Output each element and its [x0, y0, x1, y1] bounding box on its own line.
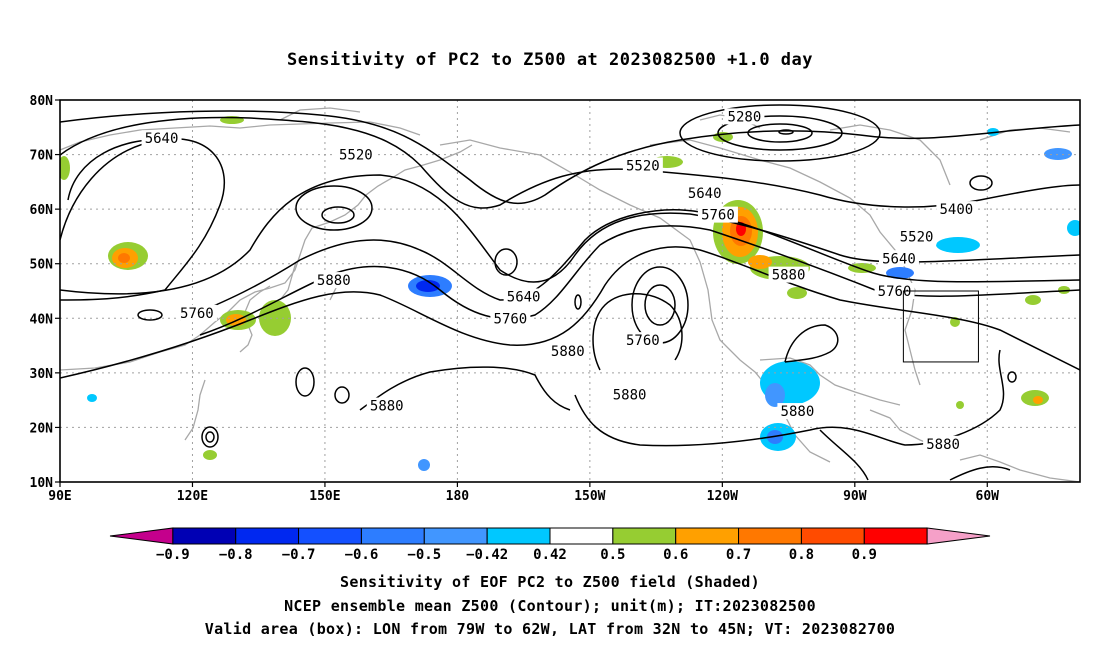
contour-label: 5640 — [507, 289, 541, 305]
contour-label-bg — [547, 343, 588, 360]
colorbar-label: 0.9 — [852, 547, 877, 563]
colorbar-label: 0.7 — [726, 547, 751, 563]
contour-label: 5520 — [339, 148, 373, 164]
contour-label: 5880 — [613, 388, 647, 404]
colorbar-swatch — [109, 527, 174, 545]
lat-label: 10N — [30, 476, 54, 491]
contour-label: 5760 — [626, 333, 660, 349]
colorbar-label: −0.6 — [345, 547, 379, 563]
caption-shaded: Sensitivity of EOF PC2 to Z500 field (Sh… — [340, 573, 760, 591]
contour-label: 5520 — [626, 158, 660, 174]
colorbar: −0.9 −0.8 −0.7 −0.6 −0.5 −0.42 0.42 0.5 0.6 0.7 0.… — [109, 527, 991, 563]
contour-label-bg — [874, 283, 915, 299]
lon-label: 120E — [177, 489, 208, 504]
lat-label: 20N — [30, 421, 54, 436]
plot-frame — [59, 99, 1081, 483]
contour-label: 5880 — [551, 344, 585, 360]
contour-labels: 5280 5640 5520 5520 5640 5760 5400 5520 5640 5880… — [141, 108, 977, 453]
map-title: Sensitivity of PC2 to Z500 at 2023082500… — [286, 50, 813, 70]
contour-label: 5640 — [688, 186, 722, 202]
lon-label: 150E — [309, 489, 340, 504]
contour-label-bg — [141, 130, 182, 147]
lat-label: 80N — [30, 94, 54, 109]
colorbar-swatch — [423, 527, 488, 545]
contour-label: 5760 — [494, 311, 528, 327]
lon-label: 60W — [976, 489, 1000, 504]
lat-label: 40N — [30, 312, 54, 327]
contour-label-bg — [684, 184, 725, 201]
caption-valid-area: Valid area (box): LON from 79W to 62W, L… — [204, 620, 896, 638]
colorbar-swatch — [863, 527, 928, 545]
colorbar-label: −0.7 — [282, 547, 316, 563]
lon-label: 120W — [707, 489, 738, 504]
contour-label-bg — [768, 266, 809, 283]
contour-label-bg — [697, 206, 738, 223]
contour-label-bg — [490, 310, 531, 327]
colorbar-swatch — [172, 527, 237, 545]
contour-label: 5520 — [900, 229, 934, 245]
colorbar-swatch — [486, 527, 551, 545]
contour-label-bg — [335, 146, 376, 163]
coastlines — [60, 107, 1080, 482]
contour-label: 5760 — [878, 284, 912, 300]
contour-label: 5880 — [781, 404, 815, 420]
contour-label-bg — [896, 228, 937, 245]
caption-contour: NCEP ensemble mean Z500 (Contour); unit(… — [284, 597, 816, 615]
colorbar-swatch — [549, 527, 614, 545]
contour-label-bg — [366, 397, 407, 414]
contour-label: 5880 — [926, 437, 960, 453]
colorbar-label: −0.5 — [407, 547, 441, 563]
valid-area-box — [902, 290, 979, 363]
contour-label-bg — [176, 304, 217, 321]
colorbar-label: 0.8 — [789, 547, 814, 563]
lon-label: 90E — [48, 489, 71, 504]
contour-label-bg — [622, 157, 663, 174]
colorbar-swatch — [926, 527, 991, 545]
contour-label-bg — [923, 435, 964, 452]
colorbar-swatch — [738, 527, 802, 545]
colorbar-swatch — [360, 527, 425, 545]
contour-label-bg — [313, 272, 354, 289]
latitude-labels: 80N 70N 60N 50N 40N 30N 20N 10N — [30, 94, 60, 491]
colorbar-label: 0.5 — [600, 547, 625, 563]
contour-label: 5880 — [317, 273, 351, 289]
lat-label: 70N — [30, 149, 54, 164]
contour-label-bg — [622, 332, 663, 349]
contour-label: 5280 — [728, 109, 762, 125]
contour-label: 5880 — [370, 399, 404, 415]
contour-label-bg — [503, 288, 544, 305]
contour-label: 5880 — [772, 268, 806, 284]
colorbar-label: −0.8 — [219, 547, 253, 563]
contour-label: 5760 — [180, 306, 214, 322]
contour-label: 5760 — [701, 208, 735, 224]
lat-label: 50N — [30, 258, 54, 273]
contour-label-bg — [724, 108, 765, 125]
contour-label: 5640 — [882, 251, 916, 267]
contour-label: 5640 — [145, 131, 179, 147]
lat-label: 30N — [30, 367, 54, 382]
colorbar-swatch — [800, 527, 865, 545]
lon-label: 150W — [574, 489, 605, 504]
z500-contours — [60, 104, 1080, 481]
lon-label: 90W — [843, 489, 867, 504]
lat-label: 60N — [30, 203, 54, 218]
contour-label-bg — [878, 250, 919, 267]
sensitivity-shading — [60, 116, 1080, 471]
colorbar-label: 0.6 — [663, 547, 688, 563]
colorbar-label: −0.9 — [156, 547, 190, 563]
longitude-labels: 90E 120E 150E 180 150W 120W 90W 60W — [48, 482, 999, 504]
colorbar-label: −0.42 — [466, 547, 508, 563]
colorbar-swatch — [298, 527, 362, 545]
colorbar-label: 0.42 — [533, 547, 567, 563]
contour-label: 5400 — [940, 202, 974, 218]
colorbar-swatch — [235, 527, 300, 545]
contour-label-bg — [777, 403, 818, 420]
colorbar-swatch — [675, 527, 740, 545]
contour-label-bg — [609, 386, 650, 403]
contour-label-bg — [936, 201, 977, 218]
lon-label: 180 — [446, 489, 470, 504]
colorbar-swatch — [612, 527, 677, 545]
